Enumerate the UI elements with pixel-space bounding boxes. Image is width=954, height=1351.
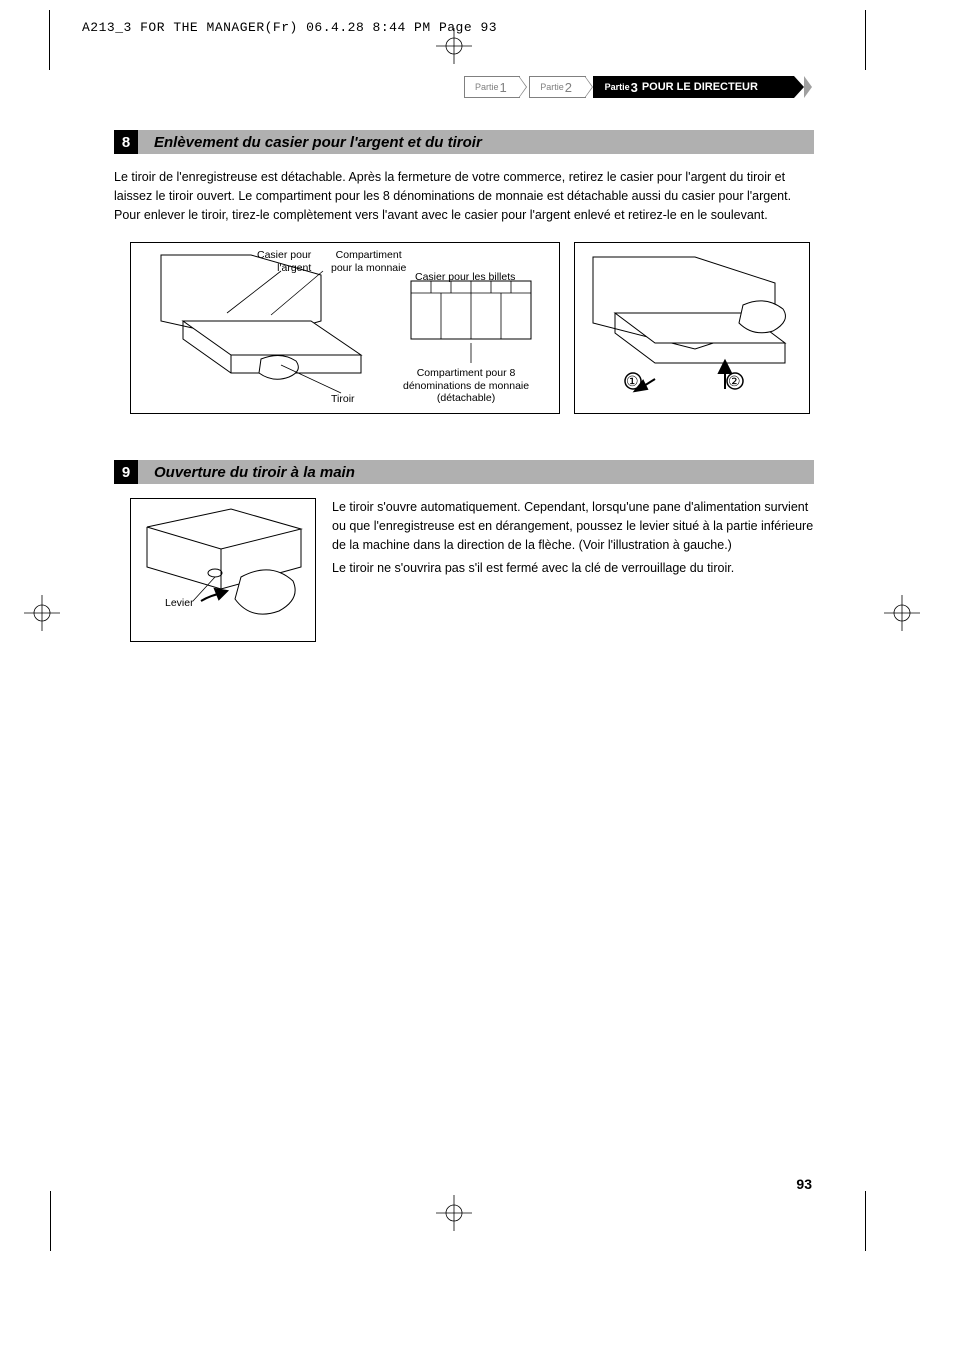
figure-lever: Levier <box>130 498 316 642</box>
figure-label: Casier pour les billets <box>415 271 515 284</box>
page-content: Partie1 Partie2 Partie3 POUR LE DIRECTEU… <box>114 76 814 642</box>
section9-text: Le tiroir s'ouvre automatiquement. Cepen… <box>332 498 814 595</box>
breadcrumb: Partie1 Partie2 Partie3 POUR LE DIRECTEU… <box>464 76 812 102</box>
registration-mark <box>436 1195 472 1231</box>
breadcrumb-part3: Partie3 POUR LE DIRECTEUR <box>593 76 794 98</box>
crop-mark <box>50 1191 51 1251</box>
section9-body2: Le tiroir ne s'ouvrira pas s'il est ferm… <box>332 559 814 578</box>
crop-mark <box>49 10 50 70</box>
section-title: Ouverture du tiroir à la main <box>138 460 355 484</box>
breadcrumb-part1: Partie1 <box>464 76 520 98</box>
section-heading-8: 8 Enlèvement du casier pour l'argent et … <box>114 130 814 154</box>
section-number: 9 <box>114 460 138 484</box>
breadcrumb-arrow-icon <box>585 76 593 98</box>
registration-mark <box>884 595 920 631</box>
section-title: Enlèvement du casier pour l'argent et du… <box>138 130 482 154</box>
print-header: A213_3 FOR THE MANAGER(Fr) 06.4.28 8:44 … <box>82 20 497 35</box>
section8-figures: Casier pour l'argent Compartiment pour l… <box>130 242 814 414</box>
section-number: 8 <box>114 130 138 154</box>
section-heading-9: 9 Ouverture du tiroir à la main <box>114 460 814 484</box>
registration-mark <box>24 595 60 631</box>
figure-label: Compartiment pour la monnaie <box>331 249 406 274</box>
drawer-removal-icon <box>575 243 811 415</box>
figure-label-2: ② <box>728 373 741 390</box>
figure-label-1: ① <box>626 373 639 390</box>
figure-label: Casier pour l'argent <box>257 249 311 274</box>
section9-body1: Le tiroir s'ouvre automatiquement. Cepen… <box>332 498 814 554</box>
figure-label: Tiroir <box>331 393 355 406</box>
breadcrumb-end-icon <box>804 76 812 98</box>
figure-label: Compartiment pour 8 dénominations de mon… <box>403 367 529 405</box>
figure-drawer-parts: Casier pour l'argent Compartiment pour l… <box>130 242 560 414</box>
figure-label-lever: Levier <box>165 597 194 610</box>
breadcrumb-part2: Partie2 <box>529 76 585 98</box>
breadcrumb-arrow-icon <box>794 76 804 98</box>
crop-mark <box>865 10 866 70</box>
page-number: 93 <box>796 1176 812 1192</box>
section8-body: Le tiroir de l'enregistreuse est détacha… <box>114 168 814 224</box>
breadcrumb-arrow-icon <box>519 76 527 98</box>
figure-drawer-removal: ① ② <box>574 242 810 414</box>
section9-content: Levier Le tiroir s'ouvre automatiquement… <box>114 498 814 642</box>
crop-mark <box>865 1191 866 1251</box>
lever-diagram-icon <box>131 499 317 643</box>
